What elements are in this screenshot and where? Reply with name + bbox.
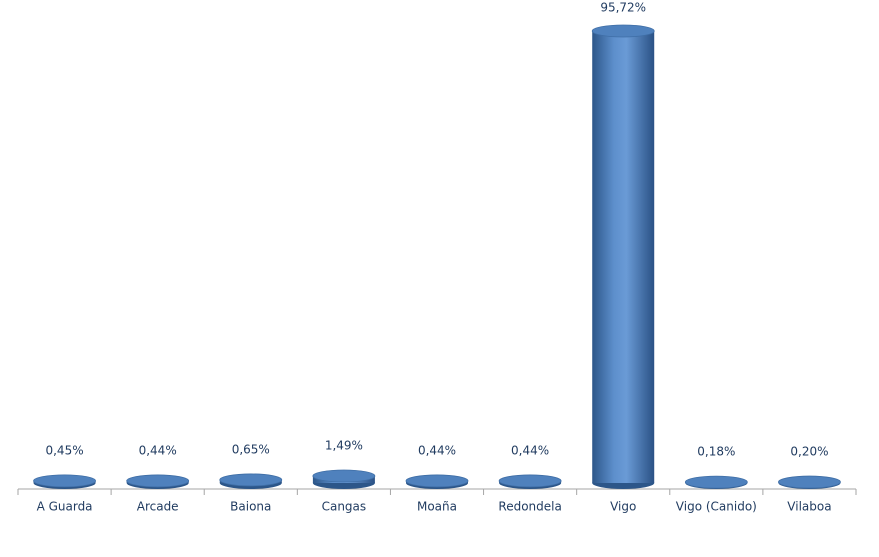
value-label: 95,72% (600, 1, 646, 15)
bar-cap (126, 474, 190, 488)
x-tick-label: Arcade (137, 500, 179, 514)
bar-cap (778, 475, 841, 489)
x-tick-label: Cangas (322, 500, 367, 514)
value-label: 0,18% (697, 445, 735, 459)
x-tick-label: Vigo (610, 500, 636, 514)
bar-cap (684, 475, 748, 489)
bar-cap (498, 474, 562, 488)
x-tick-label: A Guarda (37, 500, 93, 514)
bar-cap (591, 24, 655, 38)
x-tick-label: Baiona (230, 500, 271, 514)
x-tick-label: Redondela (498, 500, 561, 514)
bar (592, 31, 655, 483)
x-tick-label: Moaña (417, 500, 457, 514)
value-label: 0,65% (232, 442, 270, 456)
x-tick-label: Vilaboa (787, 500, 831, 514)
bar-cap (219, 473, 283, 487)
value-label: 0,44% (139, 443, 177, 457)
value-label: 0,44% (418, 443, 456, 457)
bar-cap (405, 474, 469, 488)
value-label: 1,49% (325, 438, 363, 452)
bar-cap (33, 474, 96, 488)
value-label: 0,45% (45, 443, 83, 457)
value-label: 0,20% (790, 445, 828, 459)
value-label: 0,44% (511, 443, 549, 457)
bar-cap (312, 469, 376, 483)
x-tick-label: Vigo (Canido) (676, 500, 757, 514)
